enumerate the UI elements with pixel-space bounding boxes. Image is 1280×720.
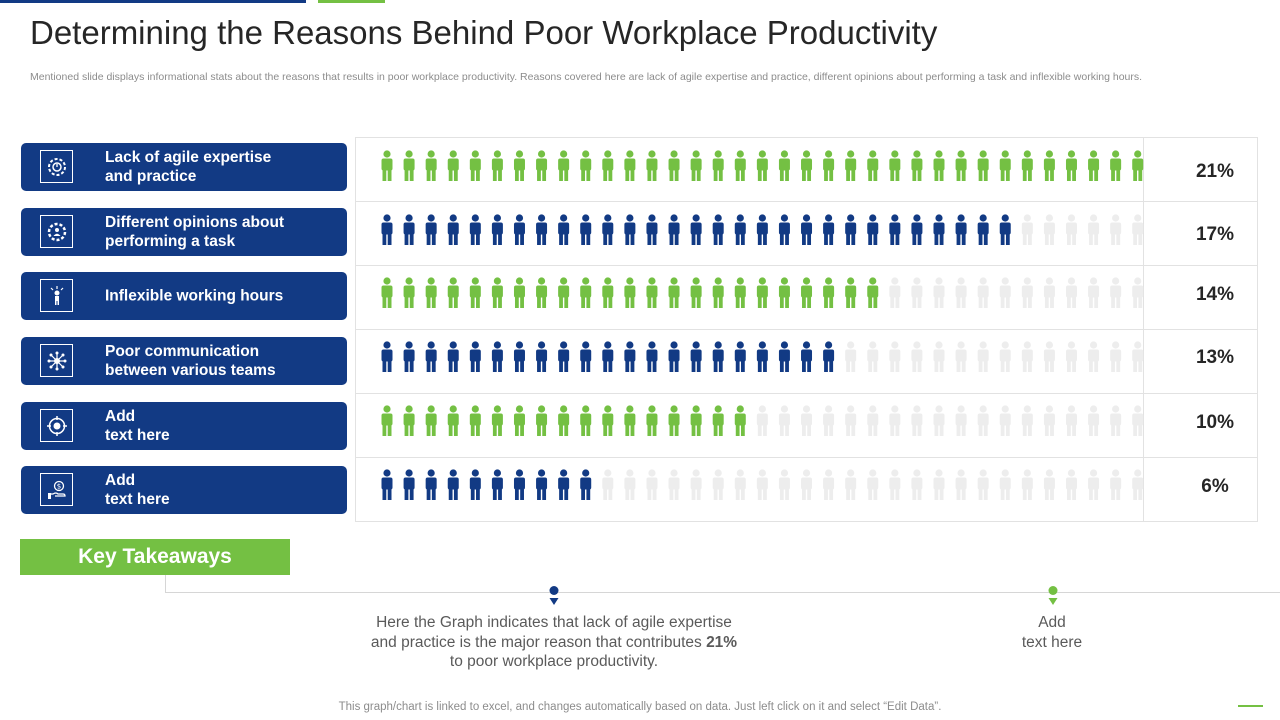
reason-label-text: Different opinions about performing a ta… <box>105 214 285 250</box>
reason-label-1: Lack of agile expertise and practice <box>21 143 347 191</box>
reason-label-4: Poor communication between various teams <box>21 337 347 385</box>
corner-accent-line <box>1238 705 1263 707</box>
row-divider <box>355 201 1258 202</box>
percent-label: 21% <box>1195 161 1235 182</box>
takeaway-marker-navy <box>549 586 559 605</box>
row-divider <box>355 393 1258 394</box>
percent-label: 6% <box>1201 476 1229 497</box>
hand-dollar-icon: $ <box>40 473 73 506</box>
takeaways-connector <box>165 575 166 593</box>
takeaway-marker-green <box>1048 586 1058 605</box>
takeaway-text-1-start: Here the Graph indicates that lack of ag… <box>370 614 732 651</box>
takeaway-text-1: Here the Graph indicates that lack of ag… <box>365 613 743 672</box>
percent-label: 14% <box>1195 284 1235 305</box>
page-title: Determining the Reasons Behind Poor Work… <box>30 14 938 51</box>
column-divider <box>1143 137 1144 522</box>
takeaway-highlight-value: 21% <box>706 633 738 651</box>
page-subtitle: Mentioned slide displays informational s… <box>30 71 1143 83</box>
takeaway-text-1-end: to poor workplace productivity. <box>449 653 659 670</box>
top-accent-bar-blue <box>0 0 306 3</box>
row-divider <box>355 329 1258 330</box>
reason-label-5: Add text here <box>21 402 347 450</box>
network-icon <box>40 344 73 377</box>
target-gear-icon <box>40 409 73 442</box>
row-divider <box>355 457 1258 458</box>
top-accent-bar-green <box>318 0 385 3</box>
takeaway-text-2: Add text here <box>1021 614 1083 651</box>
key-takeaways-heading: Key Takeaways <box>20 539 290 575</box>
reason-label-3: Inflexible working hours <box>21 272 347 320</box>
reason-label-text: Add text here <box>105 472 170 508</box>
reason-label-2: Different opinions about performing a ta… <box>21 208 347 256</box>
reason-label-text: Lack of agile expertise and practice <box>105 149 272 185</box>
percent-label: 10% <box>1195 412 1235 433</box>
percent-label: 13% <box>1195 347 1235 368</box>
gear-clock-icon <box>40 150 73 183</box>
percent-label: 17% <box>1195 224 1235 245</box>
svg-text:$: $ <box>56 482 60 490</box>
stressed-person-icon <box>40 279 73 312</box>
gear-person-icon <box>40 215 73 248</box>
reason-label-6: $ Add text here <box>21 466 347 514</box>
reason-label-text: Poor communication between various teams <box>105 343 276 379</box>
footnote: This graph/chart is linked to excel, and… <box>338 701 942 713</box>
row-divider <box>355 265 1258 266</box>
reason-label-text: Add text here <box>105 408 170 444</box>
takeaways-timeline <box>165 592 1280 593</box>
reason-label-text: Inflexible working hours <box>105 287 284 305</box>
